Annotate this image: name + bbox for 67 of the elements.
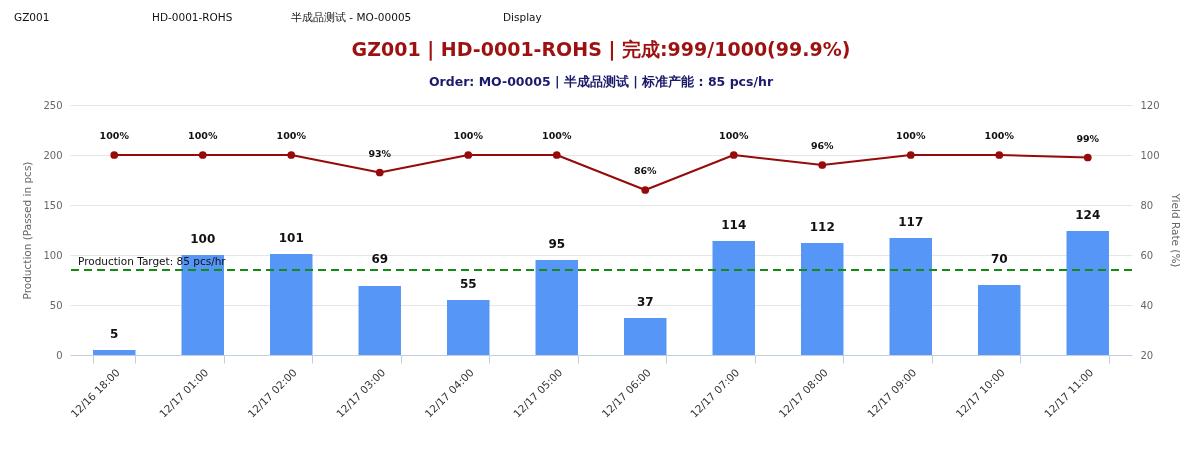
data-label: 100% [276,130,307,141]
point [552,151,561,159]
point [995,151,1004,159]
y-tick-label: 200 [43,149,63,161]
text: Display [503,11,542,23]
data-label: 100% [896,130,926,141]
point [1083,153,1092,162]
data-label: 100 [190,232,216,246]
text: HD-0001-ROHS [152,11,233,23]
y-tick-label: 150 [43,199,63,211]
bar [978,285,1021,355]
data-label: 95 [548,237,566,251]
point [729,151,738,159]
bar [801,243,844,355]
y2-tick-label: 20 [1140,349,1154,361]
y-tick-label: 0 [56,349,63,361]
data-label: 69 [371,252,389,266]
y2-tick-label: 100 [1140,149,1160,161]
bar [889,238,932,355]
data-label: 37 [636,295,654,309]
y-tick-label: 50 [49,299,63,311]
data-label: 100% [99,130,130,141]
y-tick-label: 100 [43,249,63,261]
bar [447,300,490,355]
point [110,151,119,159]
chart-title: GZ001 | HD-0001-ROHS | 完成:999/1000(99.9%) [351,38,851,61]
data-label: 124 [1075,208,1101,222]
y2-tick-label: 80 [1140,199,1154,211]
y2-tick-label: 60 [1140,249,1154,261]
data-label: 112 [809,220,835,234]
point [818,161,827,169]
chart-subtitle: Order: MO-00005 | 半成品测试 | 标准产能 : 85 pcs/hr [428,74,774,89]
data-label: 117 [898,215,924,229]
bar [358,286,401,355]
data-label: 93% [368,147,392,159]
y2-tick-label: 120 [1140,99,1160,111]
data-label: 70 [990,252,1008,266]
bar [93,350,136,355]
data-label: 114 [721,218,747,232]
point [641,186,650,194]
y2-tick-label: 40 [1140,299,1154,311]
data-label: 101 [278,231,304,245]
bar [712,241,755,355]
data-label: 55 [459,277,477,291]
point [464,151,473,159]
data-label: 100% [984,130,1015,141]
y-tick-label: 250 [43,99,63,111]
data-label: 100% [719,130,749,141]
data-label: 5 [110,327,119,341]
data-label: 100% [453,130,484,141]
point [906,151,915,159]
point [198,151,207,159]
y-axis-title: Production (Passed in pcs) [21,161,34,300]
text: GZ001 [14,11,50,23]
text: 半成品测试 - MO-00005 [291,11,412,23]
bar [1066,231,1109,355]
bar [270,254,313,355]
point [287,151,296,159]
bar [624,318,667,355]
data-label: 86% [633,165,658,176]
data-label: 100% [188,130,218,141]
data-label: 100% [542,130,572,141]
bar [535,260,578,355]
point [375,168,384,177]
y2-axis-title: Yield Rate (%) [1169,192,1182,268]
data-label: 99% [1076,132,1100,144]
data-label: 96% [810,140,835,151]
